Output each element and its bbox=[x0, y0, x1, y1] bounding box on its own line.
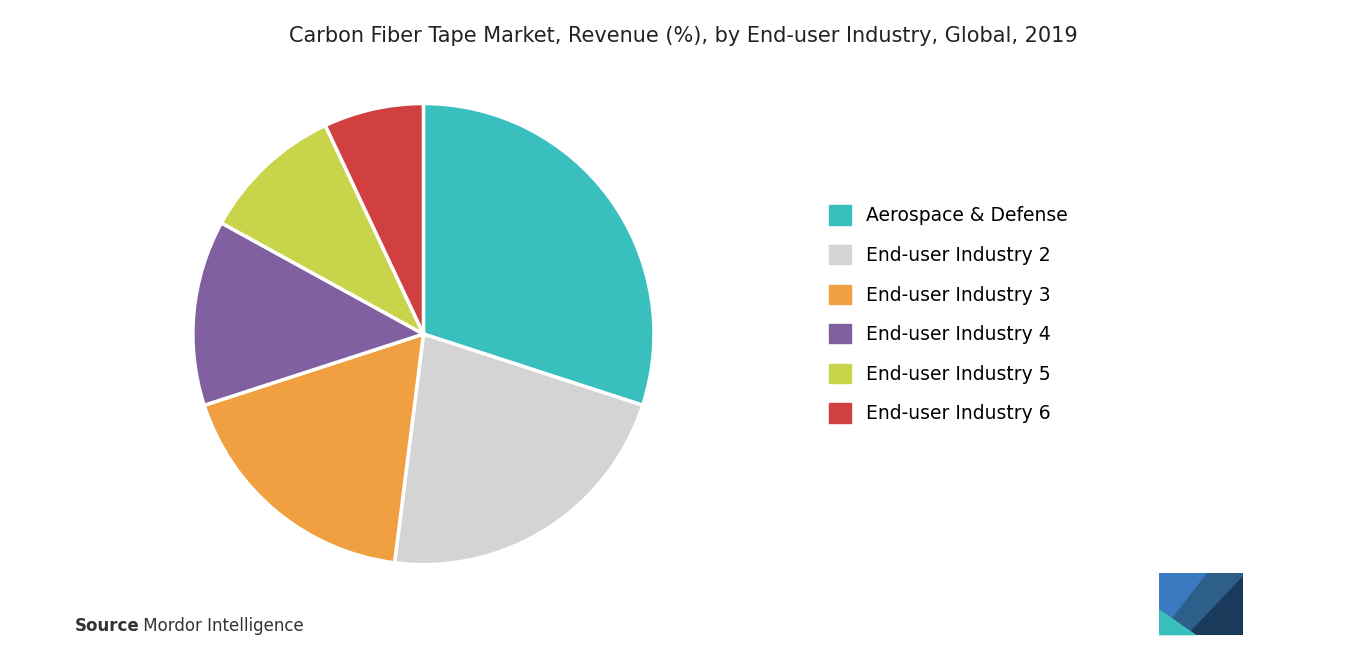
Wedge shape bbox=[395, 334, 643, 565]
Polygon shape bbox=[1158, 573, 1243, 635]
Text: Source: Source bbox=[75, 618, 139, 635]
Polygon shape bbox=[1187, 576, 1243, 635]
Legend: Aerospace & Defense, End-user Industry 2, End-user Industry 3, End-user Industry: Aerospace & Defense, End-user Industry 2… bbox=[829, 206, 1068, 423]
Wedge shape bbox=[204, 334, 423, 563]
Wedge shape bbox=[325, 103, 423, 334]
Polygon shape bbox=[1158, 573, 1228, 635]
Wedge shape bbox=[193, 223, 423, 405]
Text: Carbon Fiber Tape Market, Revenue (%), by End-user Industry, Global, 2019: Carbon Fiber Tape Market, Revenue (%), b… bbox=[288, 26, 1078, 47]
Polygon shape bbox=[1158, 609, 1197, 635]
Text: : Mordor Intelligence: : Mordor Intelligence bbox=[127, 618, 303, 635]
Wedge shape bbox=[423, 103, 654, 405]
Wedge shape bbox=[221, 126, 423, 334]
